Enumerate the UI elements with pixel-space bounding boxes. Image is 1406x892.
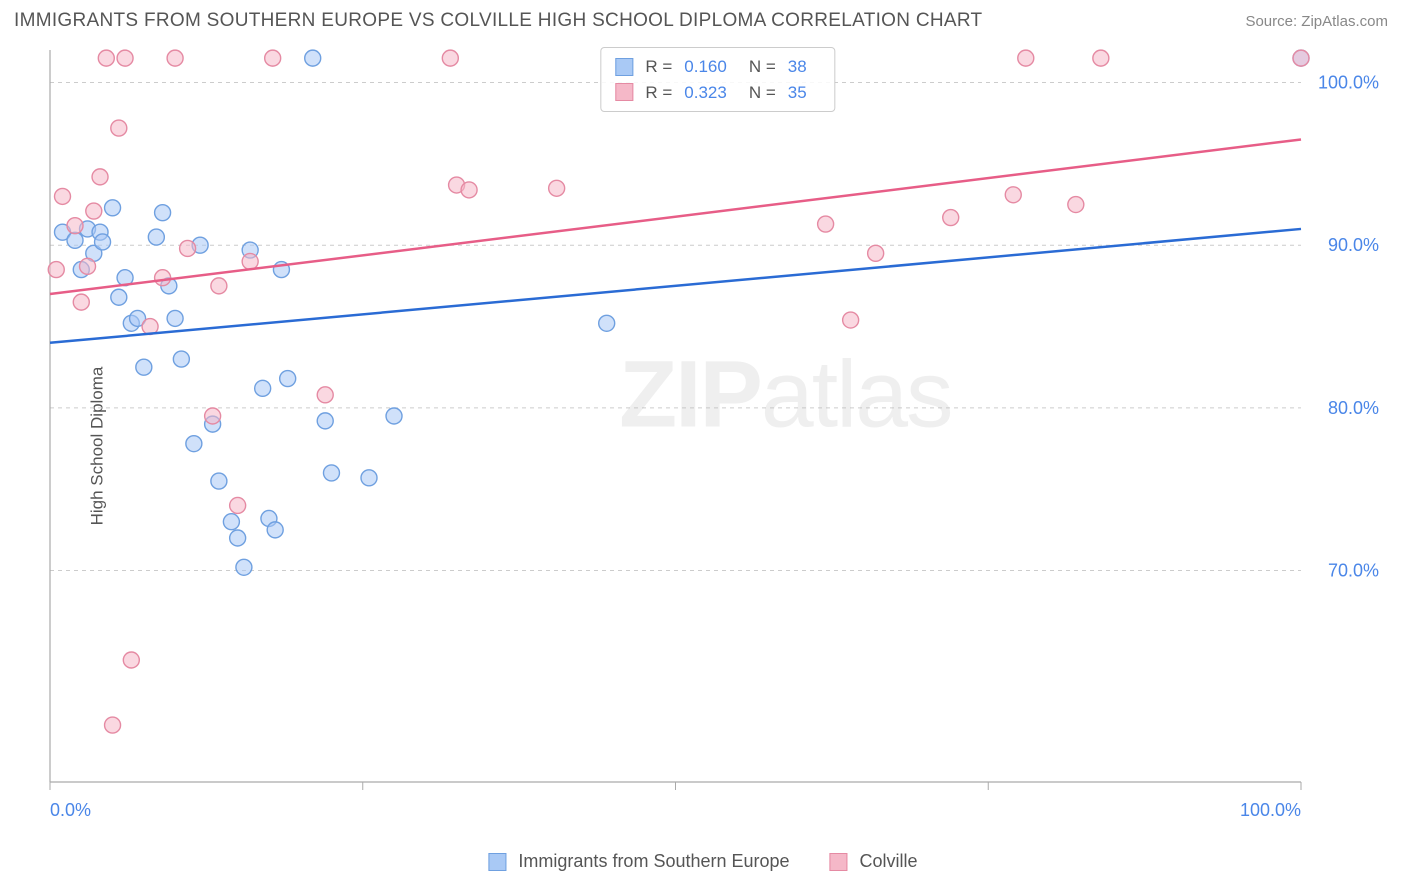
chart-title: IMMIGRANTS FROM SOUTHERN EUROPE VS COLVI… bbox=[14, 10, 982, 32]
legend-stats-row-2: R = 0.323 N = 35 bbox=[615, 80, 820, 106]
svg-text:0.0%: 0.0% bbox=[50, 800, 91, 820]
legend-item-1: Immigrants from Southern Europe bbox=[488, 851, 789, 872]
svg-text:70.0%: 70.0% bbox=[1328, 561, 1379, 581]
source-attribution: Source: ZipAtlas.com bbox=[1245, 13, 1388, 30]
svg-text:80.0%: 80.0% bbox=[1328, 398, 1379, 418]
legend-series: Immigrants from Southern Europe Colville bbox=[488, 851, 917, 872]
svg-text:90.0%: 90.0% bbox=[1328, 235, 1379, 255]
legend-item-2: Colville bbox=[830, 851, 918, 872]
svg-text:100.0%: 100.0% bbox=[1318, 73, 1379, 93]
legend-stats: R = 0.160 N = 38 R = 0.323 N = 35 bbox=[600, 47, 835, 112]
series-swatch-blue bbox=[488, 853, 506, 871]
svg-text:100.0%: 100.0% bbox=[1240, 800, 1301, 820]
scatter-plot-svg: 70.0% 80.0% 90.0% 100.0% 0.0% 100.0% bbox=[45, 45, 1391, 822]
series-swatch-pink bbox=[830, 853, 848, 871]
series-swatch-blue bbox=[615, 58, 633, 76]
chart-area: 70.0%80.0%90.0%100.0%0.0%100.0% ZIPatlas… bbox=[45, 45, 1391, 822]
series-swatch-pink bbox=[615, 83, 633, 101]
legend-stats-row-1: R = 0.160 N = 38 bbox=[615, 54, 820, 80]
